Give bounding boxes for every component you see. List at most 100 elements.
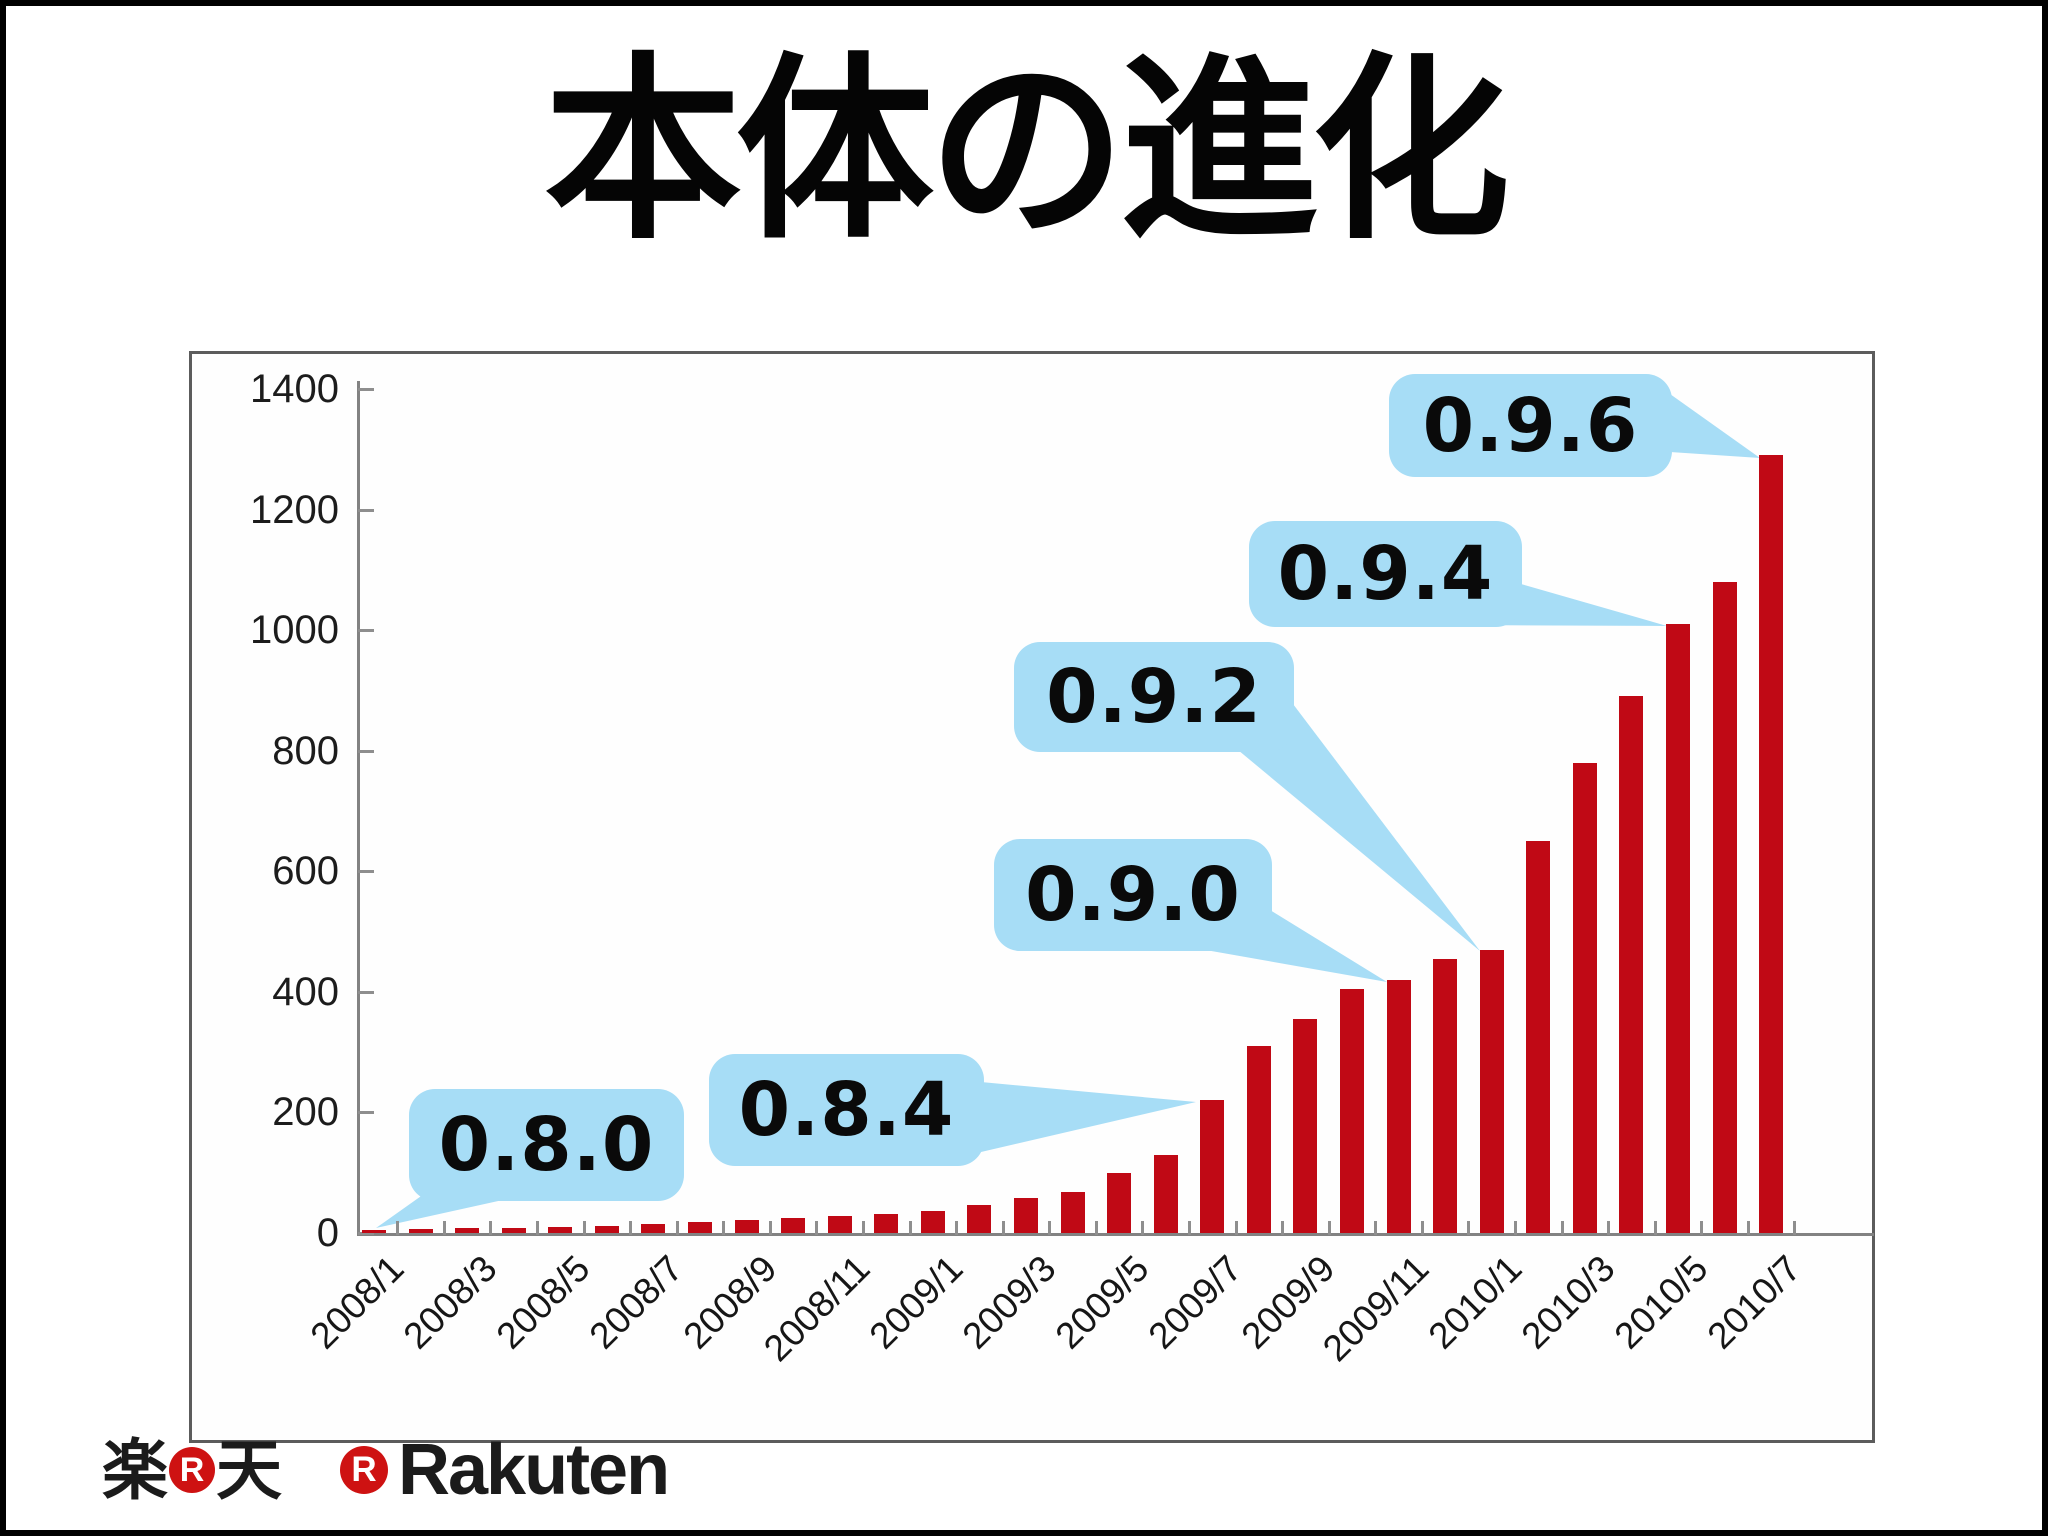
bar-2008/3 xyxy=(455,1228,480,1233)
bar-2009/6 xyxy=(1153,1154,1178,1233)
x-axis-label: 2008/5 xyxy=(488,1247,598,1357)
callout-tail-0.9.6 xyxy=(1670,394,1760,458)
y-axis-tick xyxy=(358,388,374,391)
x-axis-tick xyxy=(1513,1221,1517,1235)
y-axis-line xyxy=(357,381,360,1236)
version-callout-0.9.0: 0.9.0 xyxy=(994,839,1272,951)
y-axis-tick xyxy=(358,508,374,512)
x-axis-tick xyxy=(1420,1221,1424,1235)
x-axis-tick xyxy=(1607,1221,1611,1235)
x-axis-tick xyxy=(955,1221,959,1235)
x-axis-tick xyxy=(1234,1221,1238,1235)
bar-2008/1 xyxy=(362,1229,386,1233)
version-callout-0.8.0: 0.8.0 xyxy=(409,1089,684,1201)
x-axis-label: 2009/5 xyxy=(1047,1247,1157,1357)
x-axis-tick xyxy=(442,1221,446,1235)
rakuten-r-badge-icon: R xyxy=(169,1447,215,1493)
x-axis-label: 2010/7 xyxy=(1699,1247,1809,1357)
x-axis-tick xyxy=(396,1221,400,1235)
x-axis-tick xyxy=(1793,1221,1797,1235)
version-callout-0.8.4: 0.8.4 xyxy=(709,1054,984,1166)
bar-2009/3 xyxy=(1013,1198,1038,1233)
version-callout-0.9.4: 0.9.4 xyxy=(1249,521,1522,627)
y-axis-tick-label: 800 xyxy=(272,728,339,773)
bar-2009/8 xyxy=(1246,1046,1271,1233)
bar-2009/11 xyxy=(1386,979,1411,1233)
x-axis-tick xyxy=(1467,1221,1471,1235)
bar-2010/3 xyxy=(1572,762,1597,1233)
bar-2008/7 xyxy=(641,1223,666,1233)
version-callout-0.9.6: 0.9.6 xyxy=(1389,374,1672,477)
x-axis-tick xyxy=(1048,1221,1052,1235)
x-axis-tick xyxy=(535,1221,539,1235)
x-axis-label: 2010/1 xyxy=(1420,1247,1530,1357)
y-axis-tick xyxy=(358,870,374,874)
x-axis-tick xyxy=(815,1221,819,1235)
x-axis-tick xyxy=(1653,1221,1657,1235)
bar-2009/7 xyxy=(1200,1100,1225,1233)
x-axis-tick xyxy=(1374,1221,1378,1235)
bar-2008/8 xyxy=(687,1222,712,1233)
bar-2008/5 xyxy=(548,1226,573,1233)
x-axis-tick xyxy=(675,1221,679,1235)
x-axis-label: 2009/7 xyxy=(1140,1247,1250,1357)
x-axis-tick xyxy=(1327,1221,1331,1235)
x-axis-tick xyxy=(489,1221,493,1235)
bar-2009/5 xyxy=(1107,1172,1132,1233)
logo-kanji-raku: 楽 xyxy=(102,1433,168,1507)
logo-kanji-ten: 天 xyxy=(216,1433,282,1507)
bar-2009/2 xyxy=(967,1205,992,1233)
x-axis-tick xyxy=(1187,1221,1191,1235)
bar-2009/9 xyxy=(1293,1018,1318,1233)
logo-wordmark: Rakuten xyxy=(398,1430,670,1510)
x-axis-tick xyxy=(1141,1221,1145,1235)
bar-2009/10 xyxy=(1339,988,1364,1233)
rakuten-logo: 楽 R 天 R Rakuten xyxy=(102,1430,670,1510)
y-axis-tick-label: 200 xyxy=(272,1090,339,1135)
x-axis-tick xyxy=(1281,1221,1285,1235)
bar-2010/4 xyxy=(1619,696,1644,1233)
bar-2008/6 xyxy=(594,1225,619,1233)
rakuten-r-badge-icon: R xyxy=(340,1446,388,1494)
callout-tail-0.8.4 xyxy=(981,1082,1196,1152)
x-axis-tick xyxy=(582,1221,586,1235)
y-axis-tick xyxy=(358,1111,374,1115)
version-callout-0.9.2: 0.9.2 xyxy=(1014,642,1294,752)
x-axis-tick xyxy=(722,1221,726,1235)
bar-2010/2 xyxy=(1526,841,1551,1233)
x-axis-label: 2008/3 xyxy=(395,1247,505,1357)
x-axis-tick xyxy=(1001,1221,1005,1235)
y-axis-tick-label: 0 xyxy=(316,1211,339,1255)
y-axis-tick xyxy=(358,990,374,994)
y-axis-tick-label: 1000 xyxy=(250,608,339,653)
page-title: 本体の進化 xyxy=(544,40,1510,261)
y-axis-tick xyxy=(358,749,374,753)
bar-2008/4 xyxy=(501,1227,526,1233)
bar-2009/12 xyxy=(1433,958,1458,1233)
bar-2010/1 xyxy=(1479,949,1504,1233)
x-axis-label: 2010/5 xyxy=(1606,1247,1716,1357)
x-axis-label: 2010/3 xyxy=(1513,1247,1623,1357)
x-axis-tick xyxy=(908,1221,912,1235)
x-axis-tick xyxy=(1560,1221,1564,1235)
x-axis-tick xyxy=(1746,1221,1750,1235)
bar-2008/11 xyxy=(827,1216,852,1233)
x-axis-tick xyxy=(1700,1221,1704,1235)
bar-2009/1 xyxy=(920,1211,945,1233)
bar-2008/12 xyxy=(874,1213,899,1233)
bar-2009/4 xyxy=(1060,1192,1085,1233)
x-axis-tick xyxy=(768,1221,772,1235)
x-axis-label: 2008/1 xyxy=(302,1247,412,1357)
x-axis-line xyxy=(357,1233,1874,1236)
bar-2010/6 xyxy=(1712,581,1737,1233)
bar-2010/5 xyxy=(1665,624,1690,1233)
y-axis-tick-label: 1200 xyxy=(250,487,339,532)
x-axis-label: 2009/3 xyxy=(954,1247,1064,1357)
x-axis-tick xyxy=(1094,1221,1098,1235)
y-axis-tick-label: 600 xyxy=(272,849,339,894)
x-axis-label: 2009/1 xyxy=(861,1247,971,1357)
bar-2008/9 xyxy=(734,1220,759,1233)
y-axis-tick-label: 400 xyxy=(272,969,339,1014)
x-axis-label: 2008/7 xyxy=(581,1247,691,1357)
